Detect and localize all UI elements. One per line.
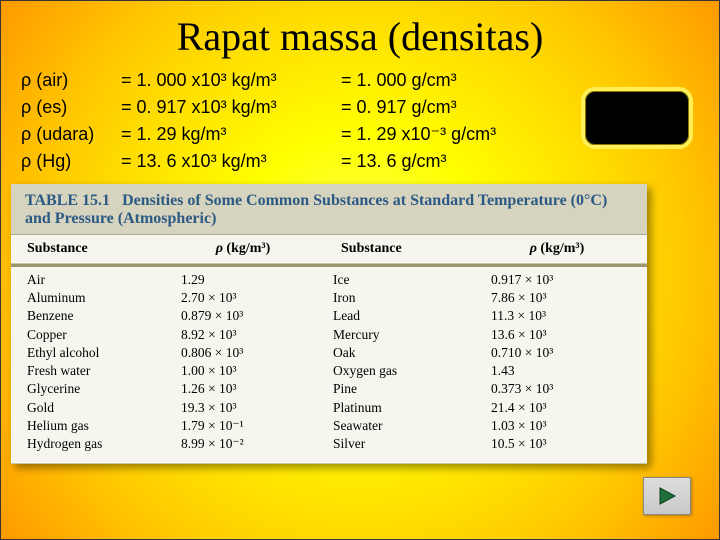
cell-substance: Mercury [325, 326, 475, 344]
placeholder-box [581, 87, 693, 149]
table-row: Fresh water1.00 × 10³Oxygen gas1.43 [11, 362, 647, 380]
density-table: TABLE 15.1 Densities of Some Common Subs… [11, 184, 647, 464]
cell-density: 10.5 × 10³ [475, 435, 639, 453]
table-row: Helium gas1.79 × 10⁻¹Seawater1.03 × 10³ [11, 417, 647, 435]
col-header: ρ (kg/m³) [475, 241, 639, 257]
slide-title: Rapat massa (densitas) [1, 1, 719, 68]
cell-substance: Gold [11, 399, 161, 417]
cell-substance: Ethyl alcohol [11, 344, 161, 362]
cell-substance: Benzene [11, 307, 161, 325]
cell-density: 13.6 × 10³ [475, 326, 639, 344]
cell-substance: Pine [325, 380, 475, 398]
table-row: Air1.29Ice0.917 × 10³ [11, 271, 647, 289]
density-mid: = 1. 000 x10³ kg/m³ [121, 70, 341, 91]
density-mid: = 0. 917 x10³ kg/m³ [121, 97, 341, 118]
col-header: ρ (kg/m³) [161, 241, 325, 257]
cell-density: 0.917 × 10³ [475, 271, 639, 289]
table-row: Gold19.3 × 10³Platinum21.4 × 10³ [11, 399, 647, 417]
table-header: TABLE 15.1 Densities of Some Common Subs… [11, 184, 647, 235]
table-row: Benzene0.879 × 10³Lead11.3 × 10³ [11, 307, 647, 325]
cell-density: 0.806 × 10³ [161, 344, 325, 362]
cell-substance: Silver [325, 435, 475, 453]
density-row: ρ (Hg) = 13. 6 x10³ kg/m³ = 13. 6 g/cm³ [21, 151, 699, 172]
cell-substance: Oak [325, 344, 475, 362]
density-mid: = 1. 29 kg/m³ [121, 124, 341, 145]
cell-substance: Hydrogen gas [11, 435, 161, 453]
cell-density: 11.3 × 10³ [475, 307, 639, 325]
table-row: Glycerine1.26 × 10³Pine0.373 × 10³ [11, 380, 647, 398]
table-rule [11, 463, 647, 464]
next-slide-button[interactable] [643, 477, 691, 515]
cell-substance: Aluminum [11, 289, 161, 307]
density-lhs: ρ (air) [21, 70, 121, 91]
cell-density: 0.879 × 10³ [161, 307, 325, 325]
cell-substance: Ice [325, 271, 475, 289]
cell-substance: Seawater [325, 417, 475, 435]
cell-substance: Oxygen gas [325, 362, 475, 380]
cell-substance: Iron [325, 289, 475, 307]
table-row: Ethyl alcohol0.806 × 10³Oak0.710 × 10³ [11, 344, 647, 362]
density-rhs: = 1. 000 g/cm³ [341, 70, 457, 91]
density-mid: = 13. 6 x10³ kg/m³ [121, 151, 341, 172]
cell-substance: Copper [11, 326, 161, 344]
cell-density: 1.29 [161, 271, 325, 289]
cell-density: 2.70 × 10³ [161, 289, 325, 307]
table-row: Copper8.92 × 10³Mercury13.6 × 10³ [11, 326, 647, 344]
cell-substance: Fresh water [11, 362, 161, 380]
cell-substance: Lead [325, 307, 475, 325]
density-lhs: ρ (es) [21, 97, 121, 118]
col-header: Substance [11, 241, 161, 257]
table-body: Air1.29Ice0.917 × 10³Aluminum2.70 × 10³I… [11, 267, 647, 463]
table-column-headers: Substance ρ (kg/m³) Substance ρ (kg/m³) [11, 235, 647, 264]
cell-density: 19.3 × 10³ [161, 399, 325, 417]
cell-density: 1.00 × 10³ [161, 362, 325, 380]
cell-density: 1.43 [475, 362, 639, 380]
col-header: Substance [325, 241, 475, 257]
density-rhs: = 0. 917 g/cm³ [341, 97, 457, 118]
cell-density: 1.03 × 10³ [475, 417, 639, 435]
cell-density: 7.86 × 10³ [475, 289, 639, 307]
cell-density: 1.26 × 10³ [161, 380, 325, 398]
table-number: TABLE 15.1 [25, 192, 110, 209]
cell-substance: Air [11, 271, 161, 289]
density-rhs: = 13. 6 g/cm³ [341, 151, 447, 172]
cell-substance: Glycerine [11, 380, 161, 398]
density-rhs: = 1. 29 x10⁻³ g/cm³ [341, 124, 496, 145]
cell-density: 0.373 × 10³ [475, 380, 639, 398]
density-lhs: ρ (Hg) [21, 151, 121, 172]
cell-density: 1.79 × 10⁻¹ [161, 417, 325, 435]
table-caption: Densities of Some Common Substances at S… [25, 192, 607, 227]
cell-density: 21.4 × 10³ [475, 399, 639, 417]
cell-density: 0.710 × 10³ [475, 344, 639, 362]
cell-substance: Helium gas [11, 417, 161, 435]
cell-density: 8.92 × 10³ [161, 326, 325, 344]
table-row: Aluminum2.70 × 10³Iron7.86 × 10³ [11, 289, 647, 307]
table-row: Hydrogen gas8.99 × 10⁻²Silver10.5 × 10³ [11, 435, 647, 453]
cell-substance: Platinum [325, 399, 475, 417]
cell-density: 8.99 × 10⁻² [161, 435, 325, 453]
play-icon [656, 485, 678, 507]
density-lhs: ρ (udara) [21, 124, 121, 145]
